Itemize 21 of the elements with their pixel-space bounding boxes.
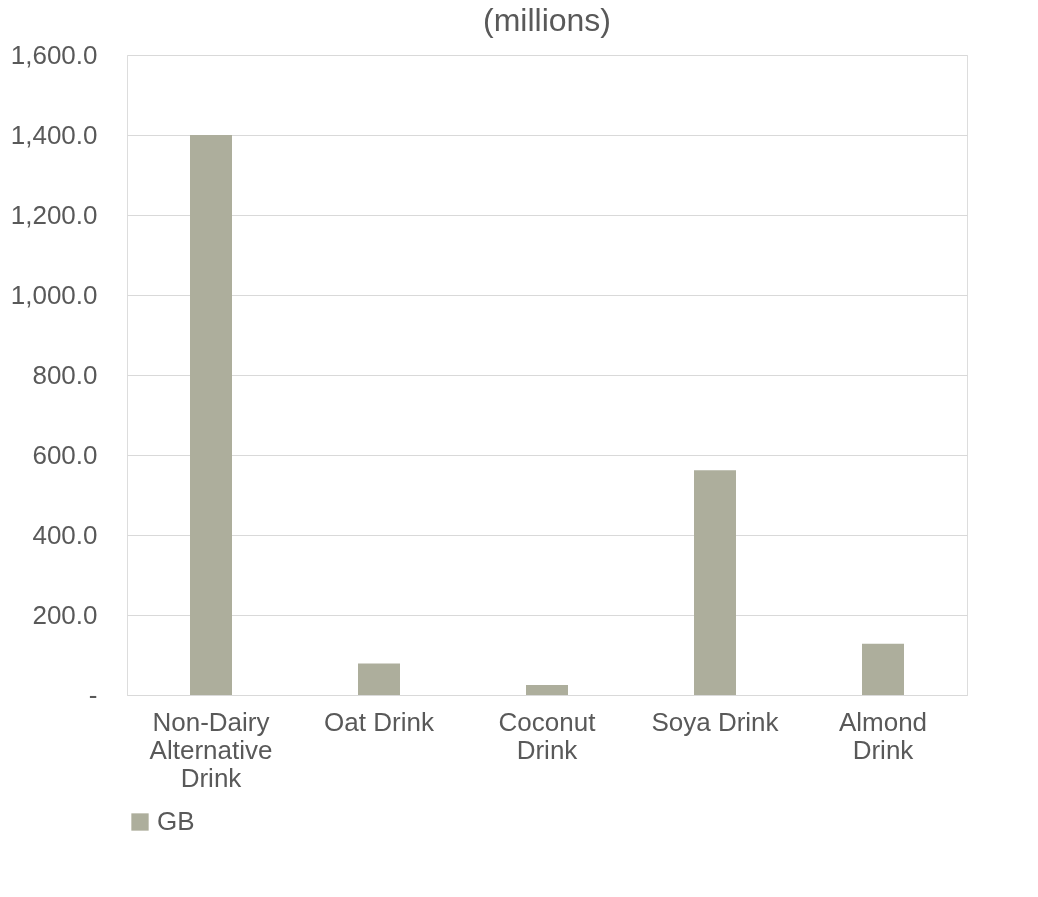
bar <box>862 643 904 695</box>
y-tick-label: 1,000.0 <box>10 279 98 310</box>
bar <box>526 685 568 695</box>
y-tick-label: 1,200.0 <box>10 199 98 230</box>
legend-label: GB <box>157 806 195 836</box>
y-tick-label: 1,400.0 <box>10 119 98 150</box>
bar <box>694 470 736 695</box>
x-tick-label: Non-Dairy Alternative Drink <box>149 706 273 793</box>
y-tick-label: 400.0 <box>32 519 98 550</box>
x-tick-label: Coconut Drink <box>498 706 597 765</box>
bar <box>190 135 232 695</box>
x-tick-label: Soya Drink <box>651 706 780 737</box>
x-tick-label: Almond Drink <box>838 706 928 765</box>
x-tick-label: Oat Drink <box>324 706 435 737</box>
y-tick-label: 1,600.0 <box>10 39 98 70</box>
y-tick-label: 200.0 <box>32 599 98 630</box>
y-tick-label: 800.0 <box>32 359 98 390</box>
chart-title: (millions) <box>483 2 611 38</box>
y-tick-label: 600.0 <box>32 439 98 470</box>
bar <box>358 663 400 695</box>
y-tick-label: - <box>88 679 98 710</box>
